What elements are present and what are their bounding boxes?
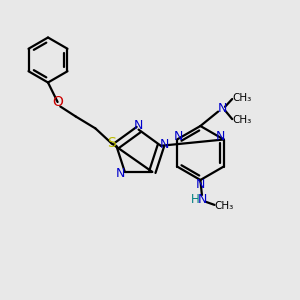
Text: CH₃: CH₃ <box>214 201 234 212</box>
Text: N: N <box>198 193 207 206</box>
Text: N: N <box>134 119 143 132</box>
Text: H: H <box>191 193 200 206</box>
Text: N: N <box>196 178 205 191</box>
Text: S: S <box>107 136 116 150</box>
Text: N: N <box>174 130 184 143</box>
Text: N: N <box>216 130 226 143</box>
Text: N: N <box>116 167 125 180</box>
Text: CH₃: CH₃ <box>232 115 251 125</box>
Text: N: N <box>217 102 227 115</box>
Text: O: O <box>52 95 63 109</box>
Text: CH₃: CH₃ <box>232 93 251 103</box>
Text: N: N <box>160 138 169 151</box>
